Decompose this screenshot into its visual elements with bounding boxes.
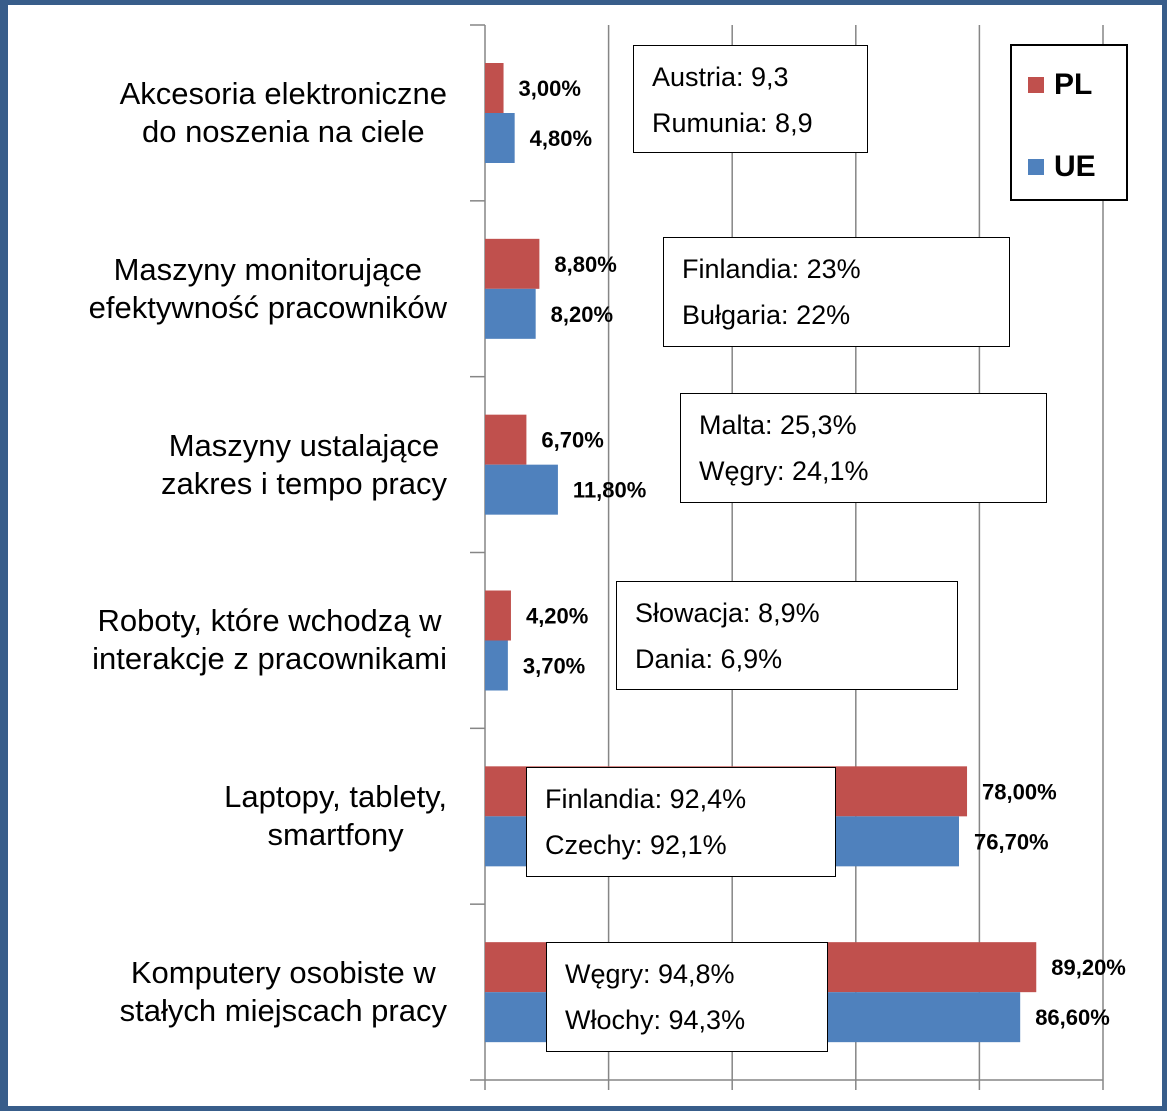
bar [485, 640, 508, 691]
legend-entry: PL [1028, 68, 1092, 102]
data-label: 78,00% [982, 779, 1057, 804]
category-label: Maszyny ustalające zakres i tempo pracy [161, 427, 447, 501]
category-label: Akcesoria elektroniczne do noszenia na c… [119, 75, 447, 149]
annotation-box: Słowacja: 8,9% Dania: 6,9% [616, 581, 958, 690]
category-label: Laptopy, tablety, smartfony [224, 779, 447, 853]
data-label: 3,70% [523, 654, 585, 679]
annotation-box: Malta: 25,3% Węgry: 24,1% [680, 393, 1047, 503]
legend-label: PL [1054, 68, 1093, 101]
category-label: Maszyny monitorujące efektywność pracown… [88, 251, 447, 325]
legend-label: UE [1054, 150, 1096, 183]
annotation-text: Słowacja: 8,9% [635, 598, 820, 628]
data-label: 76,70% [974, 829, 1049, 854]
data-label: 4,80% [530, 126, 592, 151]
bar [485, 464, 558, 515]
bar [485, 590, 511, 641]
data-label: 4,20% [526, 604, 588, 629]
annotation-text: Dania: 6,9% [635, 644, 783, 674]
bar [485, 238, 540, 289]
annotation-text: Włochy: 94,3% [565, 1005, 746, 1035]
annotation-text: Austria: 9,3 [652, 62, 789, 92]
annotation-text: Czechy: 92,1% [545, 830, 727, 860]
annotation-text: Bułgaria: 22% [682, 300, 851, 330]
data-label: 89,20% [1051, 955, 1126, 980]
legend-entry: UE [1028, 150, 1096, 184]
data-label: 3,00% [519, 76, 581, 101]
annotation-box: Austria: 9,3 Rumunia: 8,9 [633, 45, 868, 153]
annotation-box: Finlandia: 23% Bułgaria: 22% [663, 237, 1010, 347]
data-label: 8,80% [554, 252, 616, 277]
annotation-text: Finlandia: 23% [682, 254, 861, 284]
legend: PL UE [1010, 44, 1128, 201]
data-label: 6,70% [541, 428, 603, 453]
annotation-text: Węgry: 94,8% [565, 959, 735, 989]
data-label: 86,60% [1035, 1005, 1110, 1030]
category-label: Roboty, które wchodzą w interakcje z pra… [92, 603, 447, 677]
annotation-box: Węgry: 94,8% Włochy: 94,3% [546, 942, 828, 1052]
annotation-text: Finlandia: 92,4% [545, 784, 747, 814]
annotation-box: Finlandia: 92,4% Czechy: 92,1% [526, 767, 836, 877]
annotation-text: Węgry: 24,1% [699, 456, 869, 486]
bar [485, 288, 536, 339]
data-label: 8,20% [551, 302, 613, 327]
category-label: Komputery osobiste w stałych miejscach p… [119, 955, 447, 1029]
legend-swatch [1028, 159, 1044, 175]
legend-swatch [1028, 77, 1044, 93]
bar [485, 113, 515, 163]
bar [485, 63, 504, 113]
bar [485, 414, 527, 465]
annotation-text: Malta: 25,3% [699, 410, 857, 440]
data-label: 11,80% [573, 478, 646, 503]
annotation-text: Rumunia: 8,9 [652, 108, 813, 138]
